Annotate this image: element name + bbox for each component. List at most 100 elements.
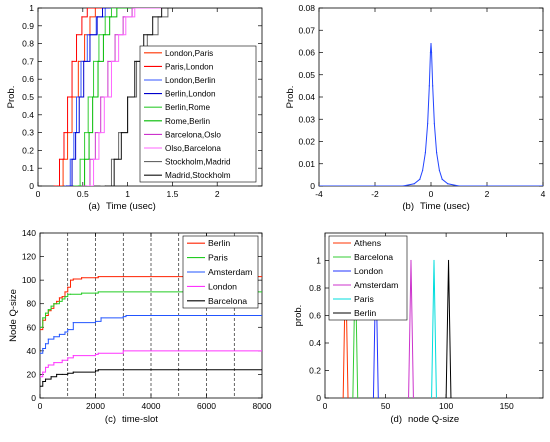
data-point [103, 96, 105, 98]
y-tick-label: 80 [27, 299, 37, 309]
data-point [98, 132, 100, 134]
data-point [73, 132, 75, 134]
y-tick-label: 0.06 [298, 48, 315, 58]
series-line-5 [40, 369, 262, 387]
data-point [72, 371, 74, 373]
chart-panel-1: 0 0.5 1 1.5 2 0 0.1 0.2 0.3 0.4 0.5 0.6 0.7 0.8 0.9 1 Pr… [6, 3, 263, 212]
data-point [407, 397, 410, 398]
legend-label: Paris [354, 294, 374, 304]
data-point [261, 291, 262, 293]
data-point [69, 279, 72, 281]
x-axis-label: Time (usec) [420, 201, 470, 212]
x-tick-label: 150 [500, 401, 514, 411]
data-point [101, 8, 104, 9]
data-point [261, 350, 262, 352]
data-point [131, 8, 133, 9]
data-point [66, 185, 68, 186]
chart-panel-3: 0 2000 4000 6000 8000 0 20 40 60 80 100 120 140 Node … [8, 228, 272, 425]
data-point [63, 132, 65, 134]
y-tick-label: 0.1 [22, 163, 34, 173]
data-point [120, 132, 122, 134]
x-tick-label: 2 [485, 189, 490, 199]
data-point [125, 314, 127, 317]
y-tick-label: 0.01 [298, 159, 315, 169]
data-point [432, 85, 434, 87]
data-point [83, 132, 86, 134]
data-point [94, 277, 97, 279]
data-point [261, 314, 262, 317]
x-axis-label: Time (usec) [106, 201, 156, 212]
data-point [102, 34, 105, 36]
y-tick-label: 100 [22, 275, 36, 285]
data-point [97, 369, 99, 371]
legend-label: Paris [208, 253, 228, 263]
data-point [342, 397, 344, 398]
plot-frame [318, 7, 544, 187]
data-point [86, 34, 88, 36]
data-point [319, 185, 320, 186]
data-point [73, 185, 75, 186]
x-tick-label: 4000 [142, 401, 161, 411]
y-tick-label: 60 [27, 322, 37, 332]
y-tick-label: 0.04 [298, 92, 315, 102]
data-point [427, 123, 429, 125]
y-tick-label: 20 [27, 369, 37, 379]
data-point [64, 331, 66, 333]
data-point [53, 303, 55, 305]
data-point [122, 350, 124, 352]
legend-label: Amsterdam [208, 267, 252, 277]
data-point [66, 96, 69, 98]
legend-label: Stockholm,Madrid [165, 158, 231, 167]
data-point [430, 51, 433, 54]
data-point [100, 96, 102, 98]
data-point [104, 16, 106, 18]
legend-label: Barcelona [208, 296, 247, 306]
data-point [61, 359, 63, 361]
y-tick-label: 40 [27, 346, 37, 356]
legend-label: Madrid,Stockholm [165, 171, 231, 180]
y-tick-label: 0.6 [22, 74, 34, 84]
data-point [88, 132, 90, 134]
data-point [429, 51, 432, 54]
data-point [542, 185, 543, 186]
y-tick-label: 0.2 [22, 145, 34, 155]
data-point [72, 354, 74, 357]
data-point [92, 96, 94, 98]
legend-label: London,Berlin [165, 76, 216, 85]
data-point [61, 373, 63, 376]
x-tick-label: 8000 [253, 401, 272, 411]
data-point [40, 352, 41, 354]
data-point [107, 60, 109, 63]
data-point [118, 132, 120, 134]
series-line-2 [54, 8, 262, 186]
data-point [410, 259, 412, 262]
data-point [83, 34, 86, 36]
data-point [430, 43, 432, 45]
legend-label: Barcelona [354, 252, 393, 262]
series-group [40, 276, 262, 387]
y-tick-label: 0.8 [309, 283, 321, 293]
data-point [347, 397, 349, 398]
data-point [82, 185, 84, 186]
y-tick-label: 0.7 [22, 56, 34, 66]
data-point [58, 158, 61, 160]
data-point [75, 132, 77, 134]
y-tick-label: 120 [22, 252, 36, 262]
data-point [458, 185, 460, 186]
data-point [94, 353, 97, 355]
data-point [47, 338, 49, 340]
data-point [56, 303, 58, 305]
series-line-8 [87, 8, 262, 186]
data-point [125, 16, 127, 18]
data-point [78, 96, 80, 98]
data-point [44, 366, 47, 368]
data-point [50, 376, 52, 378]
data-point [56, 300, 58, 302]
x-tick-label: 0 [429, 189, 434, 199]
data-point [430, 397, 433, 398]
data-point [113, 158, 115, 160]
data-point [77, 185, 79, 186]
series-line-1 [57, 8, 262, 186]
legend-label: Paris,London [165, 62, 214, 71]
y-tick-label: 0.4 [22, 110, 34, 120]
